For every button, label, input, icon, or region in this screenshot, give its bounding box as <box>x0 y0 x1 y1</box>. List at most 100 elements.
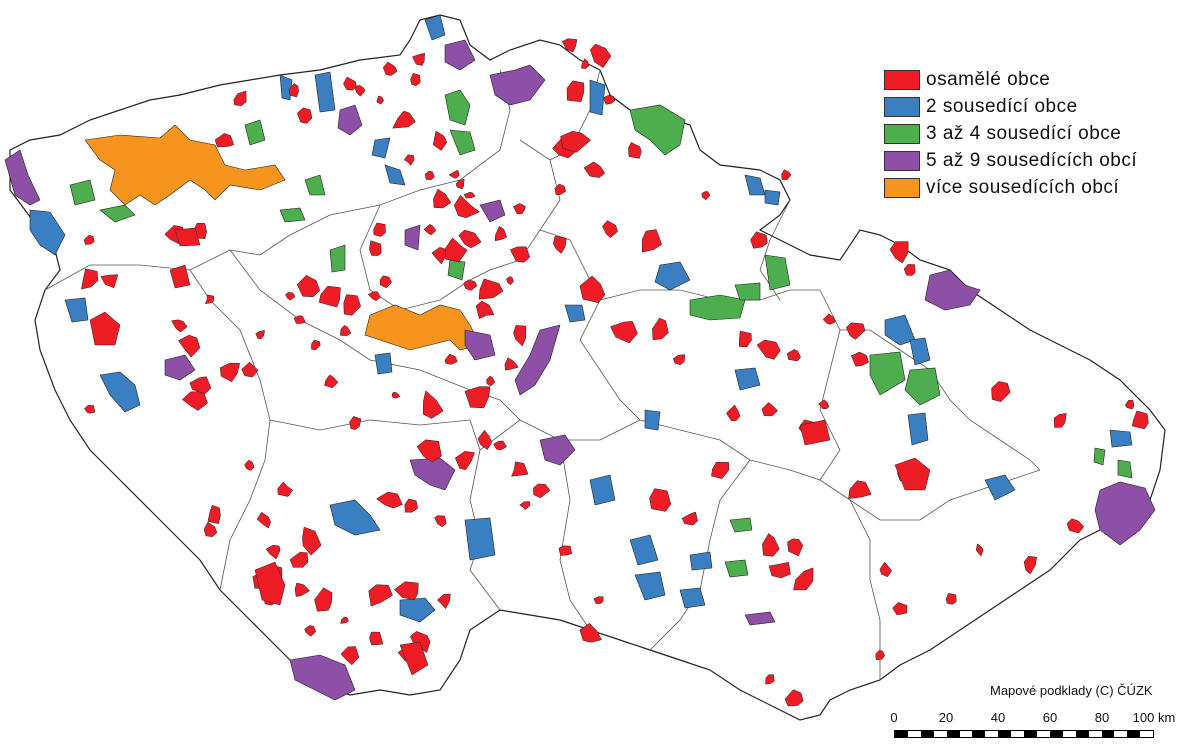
isolated-municipality <box>475 300 495 320</box>
isolated-municipality <box>171 319 188 333</box>
legend-label: 3 až 4 sousedící obce <box>926 122 1122 144</box>
isolated-municipality <box>436 593 451 610</box>
legend-label: osamělé obce <box>926 68 1051 90</box>
isolated-municipality <box>410 72 421 87</box>
isolated-municipality <box>314 587 333 612</box>
scale-label-80: 80 <box>1094 710 1110 725</box>
isolated-municipality <box>509 246 531 263</box>
isolated-municipality <box>583 161 606 178</box>
isolated-municipality <box>750 231 768 249</box>
legend-swatch-blue <box>884 96 920 117</box>
isolated-municipality <box>848 480 872 499</box>
isolated-municipality <box>203 521 218 538</box>
isolated-municipality <box>711 462 730 479</box>
isolated-municipality <box>894 457 931 491</box>
isolated-municipality <box>793 567 814 591</box>
legend-item-more: více sousedících obcí <box>884 174 1137 201</box>
isolated-municipality <box>756 339 781 360</box>
isolated-municipality <box>340 616 349 624</box>
isolated-municipality <box>100 274 119 289</box>
legend-item-five-nine: 5 až 9 sousedících obcí <box>884 147 1137 174</box>
isolated-municipality <box>701 190 711 201</box>
scale-label-0: 0 <box>890 710 898 725</box>
isolated-municipality <box>1066 518 1085 534</box>
cluster-five-to-nine <box>4 39 1156 701</box>
isolated-municipality <box>311 339 321 351</box>
isolated-municipality <box>458 229 482 249</box>
isolated-municipality <box>404 498 418 513</box>
isolated-municipality <box>454 451 475 471</box>
isolated-municipality <box>304 625 317 637</box>
isolated-municipality <box>879 561 893 578</box>
isolated-municipality <box>207 504 221 524</box>
isolated-municipality <box>433 188 452 209</box>
isolated-municipality <box>369 631 384 646</box>
isolated-municipality <box>219 362 241 383</box>
scale-label-40: 40 <box>990 710 1006 725</box>
isolated-municipality <box>277 481 293 497</box>
legend-item-isolated: osamělé obce <box>884 66 1137 93</box>
isolated-municipality <box>493 440 507 451</box>
isolated-municipality <box>991 381 1011 402</box>
isolated-municipality <box>478 278 504 300</box>
isolated-municipality <box>169 264 191 289</box>
isolated-municipality <box>174 227 201 247</box>
isolated-municipality <box>558 545 573 556</box>
legend-label: 2 sousedící obce <box>926 95 1078 117</box>
isolated-municipality <box>875 650 885 661</box>
region-boundaries <box>44 69 1041 680</box>
isolated-municipality <box>244 459 255 471</box>
isolated-municipality <box>444 237 468 263</box>
isolated-municipality <box>423 224 437 236</box>
isolated-municipality <box>422 390 444 419</box>
isolated-municipality <box>787 538 804 557</box>
isolated-municipality <box>781 169 792 180</box>
isolated-municipality <box>553 235 567 254</box>
isolated-municipality <box>519 501 531 511</box>
isolated-municipality <box>349 416 362 430</box>
isolated-municipality <box>81 268 99 290</box>
legend-label: více sousedících obcí <box>926 176 1120 198</box>
isolated-municipality <box>343 76 357 91</box>
isolated-municipality <box>1053 412 1067 428</box>
isolated-municipality <box>391 391 401 399</box>
isolated-municipality <box>610 321 638 344</box>
scale-ruler <box>894 730 1154 738</box>
isolated-municipality <box>204 294 214 305</box>
isolated-municipality <box>318 285 341 308</box>
isolated-municipality <box>477 429 493 450</box>
isolated-municipality <box>432 130 448 151</box>
isolated-municipality <box>376 491 403 509</box>
isolated-municipality <box>189 376 212 395</box>
legend-swatch-orange <box>884 177 920 198</box>
cluster-two <box>29 14 1133 623</box>
isolated-municipality <box>379 275 392 289</box>
isolated-municipality <box>739 330 752 348</box>
isolated-municipality <box>233 90 247 106</box>
isolated-municipality <box>681 511 698 526</box>
isolated-municipality <box>652 317 669 341</box>
isolated-municipality <box>340 646 360 666</box>
isolated-municipality <box>762 533 780 557</box>
isolated-municipality <box>768 562 791 579</box>
isolated-municipality <box>265 544 281 560</box>
isolated-municipality <box>1125 399 1135 410</box>
isolated-municipality <box>254 561 286 606</box>
isolated-municipality <box>533 483 551 499</box>
legend-item-two: 2 sousedící obce <box>884 93 1137 120</box>
isolated-municipality <box>579 622 602 643</box>
isolated-municipality <box>214 133 235 148</box>
isolated-municipality <box>340 324 352 336</box>
isolated-municipality <box>511 461 529 477</box>
isolated-municipality <box>892 602 908 616</box>
legend-label: 5 až 9 sousedících obcí <box>926 149 1138 171</box>
legend-swatch-purple <box>884 150 920 171</box>
isolated-municipality <box>513 325 527 347</box>
isolated-municipality <box>581 58 590 69</box>
isolated-municipality <box>784 689 804 707</box>
isolated-municipality <box>288 82 299 98</box>
isolated-municipality <box>83 234 95 245</box>
isolated-municipality <box>494 225 508 242</box>
isolated-municipality <box>504 357 519 371</box>
